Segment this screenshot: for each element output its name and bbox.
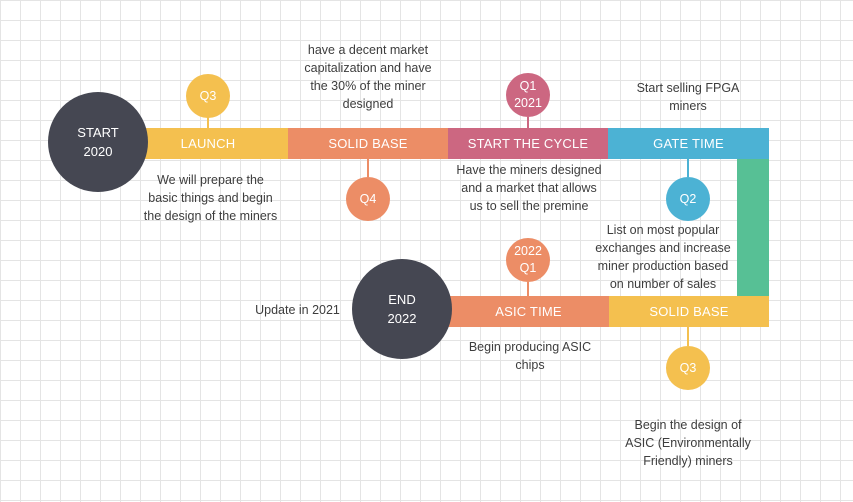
segment-launch: LAUNCH bbox=[128, 128, 288, 159]
marker-stem bbox=[687, 158, 689, 177]
marker-stem bbox=[687, 326, 689, 346]
quarter-marker-q1-2021: Q1 2021 bbox=[506, 73, 550, 117]
marker-stem bbox=[527, 117, 529, 129]
segment-label: SOLID BASE bbox=[649, 304, 729, 319]
gate-time-q2-description: List on most popular exchanges and incre… bbox=[595, 223, 731, 291]
segment-label: START THE CYCLE bbox=[467, 136, 589, 151]
quarter-marker-q4-2020: Q4 bbox=[346, 177, 390, 221]
launch-description: We will prepare the basic things and beg… bbox=[143, 173, 278, 223]
segment-solid-base: SOLID BASE bbox=[288, 128, 448, 159]
start-year: 2020 bbox=[83, 144, 113, 159]
segment-start-the-cycle: START THE CYCLE bbox=[448, 128, 608, 159]
start-cycle-description: Have the miners designed and a market th… bbox=[456, 163, 602, 213]
quarter-marker-q3-2022: Q3 bbox=[666, 346, 710, 390]
quarter-marker-q3-2020: Q3 bbox=[186, 74, 230, 118]
segment-label: SOLID BASE bbox=[328, 136, 408, 151]
solid-base-2-description: Begin the design of ASIC (Environmentall… bbox=[625, 418, 751, 468]
solid-base-description: have a decent market capitalization and … bbox=[304, 43, 432, 111]
gate-time-top-description: Start selling FPGA miners bbox=[636, 81, 740, 113]
segment-label: ASIC TIME bbox=[495, 304, 562, 319]
segment-gate-time: GATE TIME bbox=[608, 128, 769, 159]
marker-stem bbox=[207, 117, 209, 129]
quarter-marker-q2-2021: Q2 bbox=[666, 177, 710, 221]
segment-label: GATE TIME bbox=[653, 136, 724, 151]
segment-label: LAUNCH bbox=[180, 136, 236, 151]
end-circle: END 2022 bbox=[352, 259, 452, 359]
end-year: 2022 bbox=[387, 311, 417, 326]
start-label: START bbox=[77, 125, 119, 140]
marker-stem bbox=[367, 158, 369, 177]
timeline-connector bbox=[737, 158, 769, 296]
quarter-marker-q1-2022: 2022 Q1 bbox=[506, 238, 550, 282]
marker-stem bbox=[527, 282, 529, 297]
segment-solid-base-2: SOLID BASE bbox=[609, 296, 769, 327]
segment-asic-time: ASIC TIME bbox=[448, 296, 609, 327]
end-label: END bbox=[388, 292, 416, 307]
asic-time-description: Begin producing ASIC chips bbox=[468, 340, 592, 372]
start-circle: START 2020 bbox=[48, 92, 148, 192]
update-text: Update in 2021 bbox=[255, 303, 340, 317]
